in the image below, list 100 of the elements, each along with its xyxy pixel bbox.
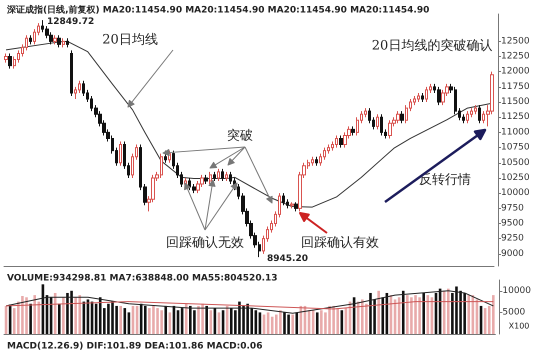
bar — [426, 295, 430, 334]
bar — [119, 306, 122, 334]
bar — [197, 306, 200, 334]
bar — [390, 295, 392, 334]
y-tick-label: 11500 — [501, 97, 530, 108]
candlestick — [221, 168, 224, 182]
bar — [168, 312, 172, 334]
bar — [414, 295, 417, 334]
bar — [455, 286, 458, 334]
bar — [136, 306, 138, 334]
bar — [312, 310, 314, 334]
bar — [54, 292, 56, 334]
bar — [176, 310, 180, 334]
y-tick-label: 11250 — [501, 112, 530, 122]
candlestick — [8, 52, 12, 70]
y-tick-label: 12000 — [501, 66, 530, 77]
candlestick — [29, 34, 32, 45]
bar — [66, 292, 69, 334]
y-tick-label: 11750 — [501, 82, 530, 92]
bar — [160, 310, 163, 334]
y-tick-label: 9750 — [501, 203, 524, 214]
bar — [283, 312, 286, 334]
annotation: 回踩确认有效 — [301, 236, 379, 250]
bar — [336, 308, 340, 334]
y-tick-label: 12250 — [501, 52, 530, 62]
candlestick — [351, 126, 355, 136]
bar — [164, 306, 168, 334]
bar — [250, 308, 254, 334]
candlestick — [339, 134, 343, 148]
bar — [33, 295, 36, 334]
annotation: 20日均线 — [102, 32, 158, 48]
bar — [201, 304, 204, 334]
bar — [123, 308, 126, 334]
y-tick-label: 10000 — [501, 188, 530, 198]
bar — [492, 295, 495, 334]
bar — [438, 288, 442, 334]
bar — [238, 302, 241, 334]
bar — [128, 312, 130, 334]
candlestick — [53, 34, 57, 45]
bar — [394, 299, 396, 334]
chart-title: 深证成指(日线,前复权) MA20:11454.90 MA20:11454.90 MA20:11454.90 MA20:11454.90 — [6, 4, 430, 16]
bar — [230, 308, 233, 334]
bar — [98, 297, 102, 334]
candlestick — [290, 202, 294, 209]
bar — [144, 306, 147, 334]
bar — [356, 302, 360, 334]
candlestick — [204, 174, 208, 185]
text: X100 — [508, 322, 530, 330]
bar — [418, 297, 421, 334]
bar — [484, 308, 486, 334]
y-tick-label: 10250 — [501, 172, 530, 183]
bar — [258, 312, 262, 334]
candlestick — [225, 171, 228, 182]
candlestick — [421, 92, 424, 103]
candlestick — [70, 50, 73, 96]
bar — [480, 306, 482, 334]
bar — [90, 302, 94, 334]
candlestick — [209, 171, 212, 185]
bar — [304, 306, 306, 334]
bar — [459, 290, 462, 334]
bar — [348, 302, 352, 334]
bar — [360, 299, 364, 334]
bar — [262, 314, 266, 334]
bar — [254, 310, 258, 334]
bar — [381, 297, 384, 334]
annotation: 突破 — [227, 128, 253, 144]
bar — [50, 297, 52, 334]
line-series — [6, 290, 494, 314]
candlestick — [315, 156, 318, 166]
bar — [82, 302, 86, 334]
bar — [180, 308, 184, 334]
y-tick-label: 10750 — [501, 142, 530, 153]
bar — [295, 312, 298, 334]
bar — [320, 310, 323, 334]
bar — [205, 306, 208, 334]
bar — [209, 310, 212, 334]
bar — [386, 292, 388, 334]
chart-title: VOLUME:934298.81 MA7:638848.00 MA55:804520.13 — [7, 274, 278, 284]
bar — [242, 306, 245, 334]
candlestick — [164, 150, 167, 164]
bar — [86, 299, 90, 334]
bar — [365, 304, 368, 334]
bar — [446, 288, 450, 334]
candlestick — [213, 171, 216, 182]
candlestick — [294, 202, 298, 212]
bar — [70, 290, 73, 334]
bar — [218, 312, 220, 334]
candlestick — [396, 110, 400, 124]
bar — [107, 304, 110, 334]
bar — [189, 306, 192, 334]
bar — [402, 290, 405, 334]
bar — [74, 297, 77, 334]
bar — [148, 308, 151, 334]
candlestick — [311, 156, 314, 166]
candlestick — [335, 134, 338, 148]
bar — [406, 295, 409, 334]
bar — [442, 290, 446, 334]
candlestick — [282, 192, 285, 206]
bar — [111, 302, 114, 334]
bar — [369, 292, 372, 334]
